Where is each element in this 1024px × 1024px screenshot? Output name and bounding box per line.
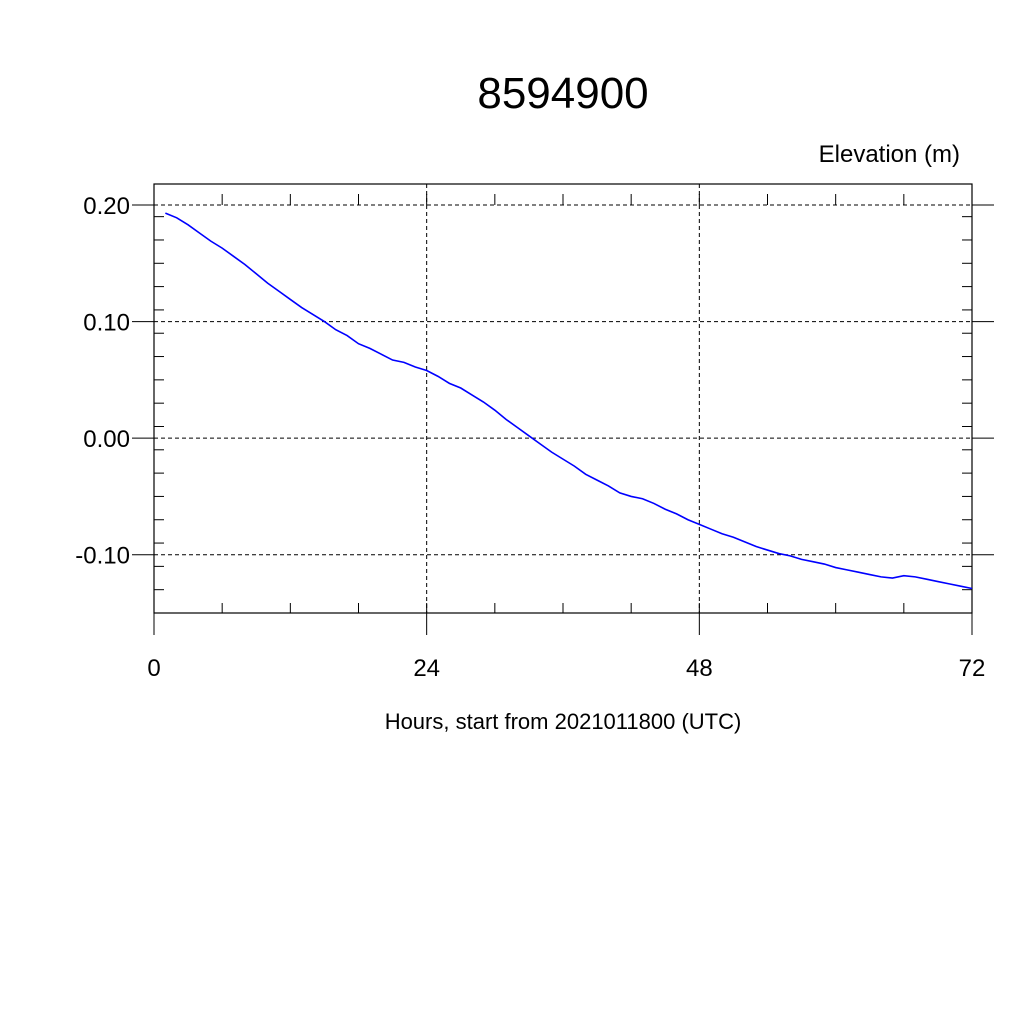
tick-labels: 0.20 0.10 0.00 -0.10 0 24 48 72 [75,193,985,682]
chart-title: 8594900 [477,69,648,118]
x-tick-label: 72 [959,655,986,682]
grid-lines [153,184,973,613]
plot-frame [153,183,973,614]
y-tick-label: 0.10 [83,310,130,337]
x-tick-label: 0 [147,655,160,682]
y-tick-label: 0.00 [83,426,130,453]
series-line [165,212,973,590]
series-layer [165,212,973,590]
axis-ticks [132,184,994,635]
x-tick-label: 48 [686,655,713,682]
y-axis-label: Elevation (m) [819,141,960,168]
x-tick-label: 24 [413,655,440,682]
x-axis-label: Hours, start from 2021011800 (UTC) [385,709,742,734]
y-tick-label: -0.10 [75,543,130,570]
y-tick-label: 0.20 [83,193,130,220]
